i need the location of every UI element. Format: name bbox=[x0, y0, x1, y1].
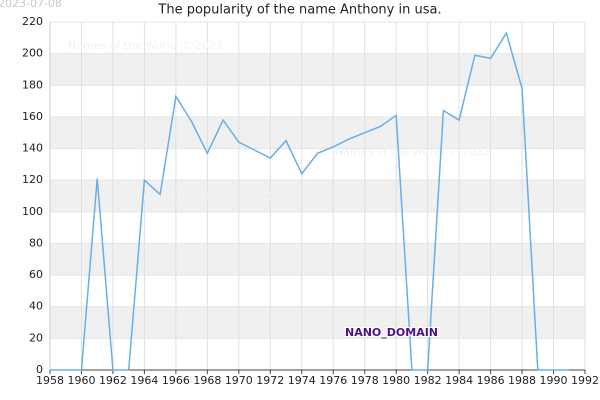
x-tick-label: 1988 bbox=[508, 374, 536, 387]
x-tick-label: 1968 bbox=[193, 374, 221, 387]
brand-label: NANO_DOMAIN bbox=[345, 326, 438, 339]
y-tick-label: 100 bbox=[22, 205, 43, 218]
x-tick-label: 1986 bbox=[477, 374, 505, 387]
y-tick-label: 20 bbox=[29, 331, 43, 344]
x-tick-label: 1978 bbox=[351, 374, 379, 387]
x-tick-label: 1966 bbox=[162, 374, 190, 387]
x-tick-label: 1990 bbox=[540, 374, 568, 387]
x-tick-label: 1970 bbox=[225, 374, 253, 387]
x-tick-label: 1980 bbox=[382, 374, 410, 387]
x-tick-label: 1960 bbox=[67, 374, 95, 387]
y-tick-label: 140 bbox=[22, 142, 43, 155]
x-tick-label: 1992 bbox=[571, 374, 599, 387]
grid-band bbox=[50, 53, 585, 86]
grid-band bbox=[50, 243, 585, 276]
date-watermark: 2023-07-08 bbox=[0, 0, 62, 10]
grid-band bbox=[50, 116, 585, 149]
y-tick-label: 80 bbox=[29, 236, 43, 249]
y-tick-label: 120 bbox=[22, 173, 43, 186]
x-tick-label: 1984 bbox=[445, 374, 473, 387]
x-tick-label: 1972 bbox=[256, 374, 284, 387]
watermark: Names of the World © 2023 bbox=[335, 145, 490, 158]
y-tick-label: 160 bbox=[22, 110, 43, 123]
x-tick-label: 1976 bbox=[319, 374, 347, 387]
x-tick-label: 1962 bbox=[99, 374, 127, 387]
y-tick-label: 60 bbox=[29, 268, 43, 281]
x-tick-label: 1958 bbox=[36, 374, 64, 387]
y-tick-label: 200 bbox=[22, 47, 43, 60]
grid-band bbox=[50, 306, 585, 339]
grid-band bbox=[50, 180, 585, 212]
chart-title: The popularity of the name Anthony in us… bbox=[157, 3, 441, 18]
y-tick-label: 220 bbox=[22, 15, 43, 28]
y-tick-label: 0 bbox=[36, 363, 43, 376]
x-tick-label: 1964 bbox=[130, 374, 158, 387]
watermark: Names of the World © 2023 bbox=[128, 190, 283, 203]
data-line bbox=[50, 31, 570, 371]
watermark: Names of the World © 2023 bbox=[68, 39, 223, 52]
x-tick-label: 1982 bbox=[414, 374, 442, 387]
y-tick-label: 180 bbox=[22, 78, 43, 91]
x-tick-label: 1974 bbox=[288, 374, 316, 387]
y-tick-label: 40 bbox=[29, 300, 43, 313]
